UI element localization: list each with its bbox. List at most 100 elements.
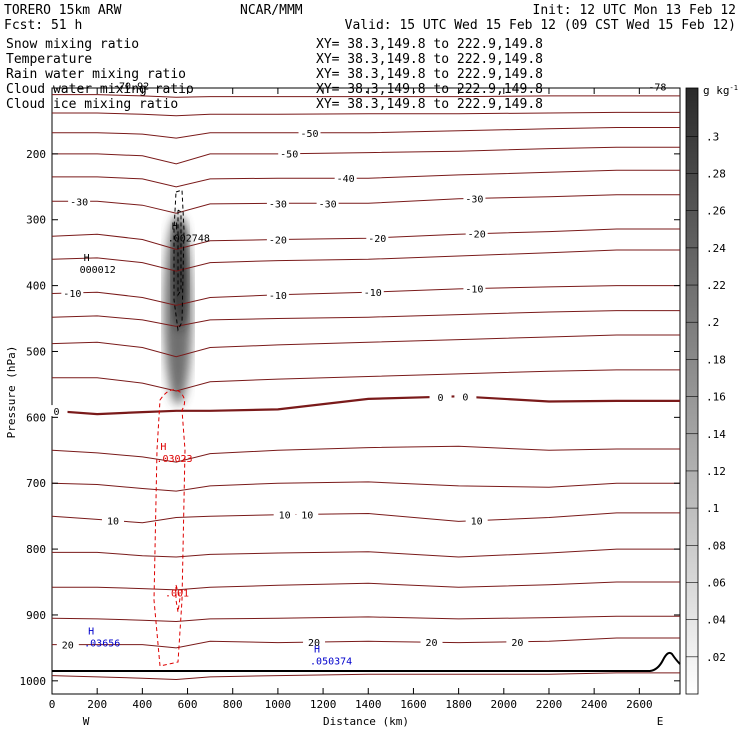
isotherm-label: -20 [368,234,386,245]
colorbar: .02 .04 .06 .08 .1 .12 .14 .16 .18 .2 .22 .24 .26 .28… [685,84,738,695]
legend-label-temperature: Temperature [6,52,92,67]
y-tick-label: 200 [26,148,46,161]
temperature-isotherms: -50-50 -40 -30 -30 -30 -30 -20 -20 -20 -10 -10 -10 -… [45,81,680,681]
y-tick-label: 400 [26,280,46,293]
isotherm-label-bg [298,126,321,138]
isotherm-label: -40 [337,174,355,185]
colorbar-tick-label: .24 [706,242,726,255]
isotherm-label: -50 [300,129,318,140]
x-axis-east-label: E [657,715,664,728]
isotherm-label-bg [266,197,289,209]
isotherm-label-bg [334,172,357,184]
y-tick-label: 500 [26,345,46,358]
isotherm-label-bg [278,147,301,159]
isotherm-label-bg [465,227,488,239]
rain-contour-outer [153,389,186,667]
rain-contour-inner [175,584,181,613]
snow-contour-inner [177,209,182,297]
x-tick-label: 1400 [355,698,382,711]
colorbar-tick-label: .14 [706,428,726,441]
legend-label-cloud-ice: Cloud ice mixing ratio [6,97,178,112]
x-tick-label: 1000 [265,698,292,711]
x-tick-label: 1200 [310,698,337,711]
y-axis-label: Pressure (hPa) [5,346,18,439]
forecast-hour: Fcst: 51 h [4,18,82,33]
isotherm-line [51,672,680,681]
isotherm-label-bg [361,286,384,298]
isotherm-label-bg [101,514,124,526]
x-tick-label: 2400 [581,698,608,711]
isotherm-line [51,334,680,358]
x-tick-label: 600 [178,698,198,711]
isotherm-label: 10 [471,517,483,528]
maximum-marker: H [88,627,94,638]
legend-xy-cloud-water: XY= 38.3,149.8 to 222.9,149.8 [316,82,543,97]
isotherm-line [52,194,680,214]
isotherm-label: -50 [280,150,298,161]
colorbar-tick-label: .2 [706,316,719,329]
isotherm-label: -30 [269,199,287,210]
maximum-value: .002748 [168,234,210,245]
colorbar-tick-label: .08 [706,539,726,552]
y-tick-label: 1000 [20,675,47,688]
colorbar-tick-label: .16 [706,391,726,404]
x-axis-west-label: W [83,715,90,728]
x-axis: 0 200 400 600 800 1000 1200 1400 1600 1800 2000 220… [49,88,653,711]
x-tick-label: 400 [132,698,152,711]
legend-label-rain: Rain water mixing ratio [6,67,186,82]
isotherm-line [51,445,680,463]
maximum-value: .03656 [84,639,120,650]
maximum-value: 000012 [80,265,116,276]
legend-xy-temperature: XY= 38.3,149.8 to 222.9,149.8 [316,52,543,67]
isotherm-label-bg [273,508,296,520]
y-tick-label: 800 [26,543,46,556]
x-tick-label: 2000 [491,698,518,711]
isotherm-label: 10 [107,517,119,528]
isotherm-label: 0 [438,393,444,404]
legend-label-snow: Snow mixing ratio [6,37,139,52]
init-time: Init: 12 UTC Mon 13 Feb 12 [533,3,737,18]
terrain-line [52,651,681,672]
colorbar-tick-label: .18 [706,353,726,366]
colorbar-tick-label: .22 [706,279,726,292]
isotherm-label: 20 [308,638,320,649]
x-tick-label: 1600 [400,698,427,711]
valid-time: Valid: 15 UTC Wed 15 Feb 12 (09 CST Wed … [345,18,736,33]
isotherm-label: 20 [425,638,437,649]
isotherm-label-bg [45,405,68,417]
maximum-marker: H [172,222,178,233]
maximum-value: .050374 [310,656,352,667]
x-axis-label: Distance (km) [323,715,409,728]
isotherm-line [52,369,680,392]
y-tick-label: 300 [26,214,46,227]
colorbar-gradient [685,87,699,695]
isotherm-label-bg [61,286,84,298]
x-tick-label: 800 [223,698,243,711]
isotherm-label: -10 [63,289,81,300]
colorbar-tick-label: .28 [706,168,726,181]
plot-frame [51,87,681,695]
isotherm-label-bg [420,636,443,648]
rain-contour-label: .001 [165,589,189,600]
maximum-value: .03023 [156,454,192,465]
isotherm-label-bg [296,508,319,520]
legend: Snow mixing ratio XY= 38.3,149.8 to 222.… [6,37,543,112]
isotherm-line [51,310,680,327]
isotherm-label: -30 [319,199,337,210]
isotherm-label: -70.92 [113,81,149,92]
colorbar-tick-label: .12 [706,465,726,478]
isotherm-label-bg [266,233,289,245]
isotherm-label-bg [465,514,488,526]
legend-label-cloud-water: Cloud water mixing ratio [6,82,194,97]
isotherm-line [52,94,680,98]
isotherm-label: -78 [648,83,666,94]
colorbar-tick-label: .26 [706,205,726,218]
legend-xy-rain: XY= 38.3,149.8 to 222.9,149.8 [316,67,543,82]
isotherm-label: -30 [70,197,88,208]
isotherm-line [52,581,680,591]
org-label: NCAR/MMM [240,3,303,18]
isotherm-label-bg [454,390,477,402]
isotherm-label-bg [68,195,91,207]
